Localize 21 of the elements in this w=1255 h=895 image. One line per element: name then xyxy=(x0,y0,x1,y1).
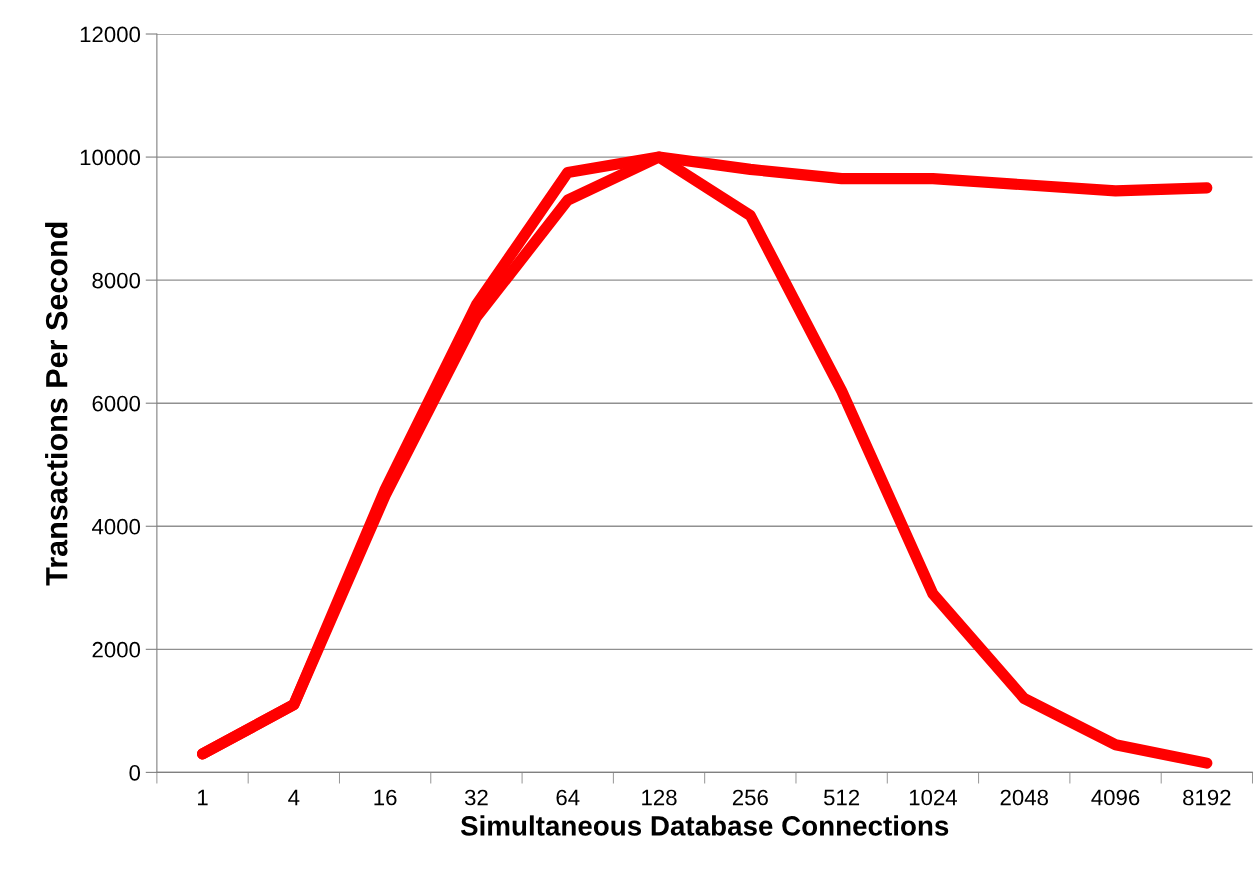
x-tick-label: 4096 xyxy=(1091,789,1140,806)
x-tick-label: 1 xyxy=(198,789,208,806)
x-tick-label: 512 xyxy=(823,789,860,806)
y-tick-label: 12000 xyxy=(80,26,141,43)
x-tick-label: 32 xyxy=(464,789,488,806)
x-tick-label: 64 xyxy=(556,789,580,806)
x-tick-label: 4 xyxy=(288,789,300,806)
y-tick-label: 6000 xyxy=(92,395,141,412)
y-tick-label: 10000 xyxy=(80,149,141,166)
x-axis-title: Simultaneous Database Connections xyxy=(460,815,949,836)
y-axis-title: Transactions Per Second xyxy=(45,222,68,586)
y-tick-label: 4000 xyxy=(91,518,141,535)
y-tick-label: 0 xyxy=(129,764,141,781)
x-tick-label: 8192 xyxy=(1183,789,1231,806)
x-tick-label: 1024 xyxy=(909,789,958,806)
x-tick-label: 256 xyxy=(732,789,768,806)
x-tick-label: 2048 xyxy=(1000,789,1048,806)
y-tick-label: 2000 xyxy=(92,641,141,658)
y-tick-label: 8000 xyxy=(92,272,141,289)
x-tick-label: 16 xyxy=(374,789,397,806)
x-tick-label: 128 xyxy=(642,789,677,806)
